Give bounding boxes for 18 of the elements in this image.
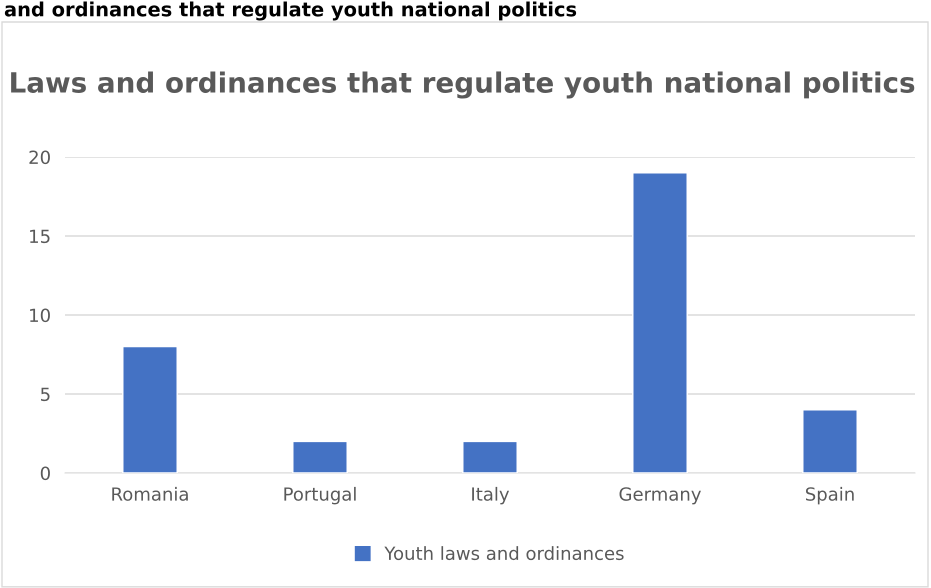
x-tick-label: Germany xyxy=(620,487,701,504)
bar xyxy=(122,346,178,473)
legend-label: Youth laws and ordinances xyxy=(384,546,624,560)
x-tick-label: Italy xyxy=(472,486,510,504)
y-tick-label: 5 xyxy=(41,388,50,402)
y-tick-label: 20 xyxy=(29,150,50,164)
x-tick-label: Portugal xyxy=(284,486,356,504)
bar xyxy=(802,409,858,473)
y-tick-label: 0 xyxy=(40,466,50,480)
text: and ordinances that regulate youth national politics xyxy=(4,2,576,20)
x-tick-label: Spain xyxy=(806,486,854,504)
y-tick-label: 15 xyxy=(30,230,50,244)
bar xyxy=(292,440,348,473)
y-tick-label: 10 xyxy=(30,308,50,322)
chart-title: Laws and ordinances that regulate youth national politics xyxy=(11,71,914,99)
bar xyxy=(632,172,688,473)
x-tick-label: Romania xyxy=(112,486,188,501)
bar xyxy=(462,440,518,473)
